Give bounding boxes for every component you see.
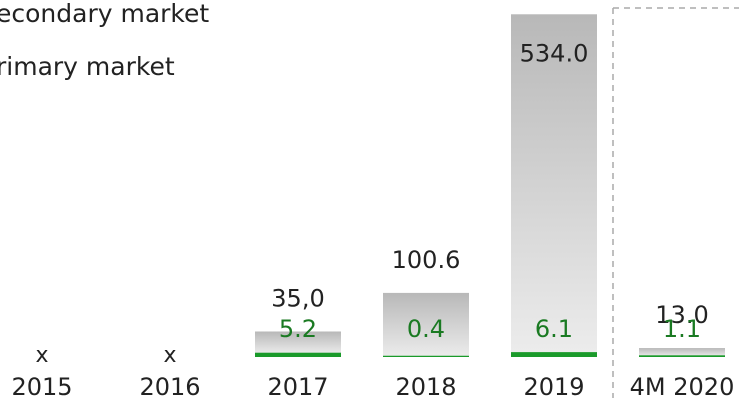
value-label: 1.1 — [663, 315, 701, 343]
bar-segment — [383, 292, 469, 357]
legend-label: rimary market — [0, 52, 175, 81]
legend-label: econdary market — [0, 0, 209, 28]
value-label: 35,0 — [271, 284, 324, 312]
value-label: 100.6 — [392, 246, 461, 274]
x-tick-label: 2017 — [267, 373, 328, 401]
x-tick-label: 2019 — [523, 373, 584, 401]
bar-segment — [639, 355, 725, 357]
x-tick-label: 2015 — [11, 373, 72, 401]
bar-segment — [255, 331, 341, 354]
bar-segment — [255, 352, 341, 357]
value-label: 6.1 — [535, 315, 573, 343]
x-tick-label: 4M 2020 — [630, 373, 735, 401]
bar-segment — [383, 355, 469, 357]
value-label: 534.0 — [520, 39, 589, 67]
value-label: x — [35, 343, 48, 368]
value-label: x — [163, 343, 176, 368]
bar-segment — [511, 352, 597, 357]
value-label: 5.2 — [279, 315, 317, 343]
x-tick-label: 2016 — [139, 373, 200, 401]
value-label: 0.4 — [407, 315, 445, 343]
value-label: 13.0 — [655, 301, 708, 329]
bar-segment — [639, 348, 725, 357]
bar-segment — [511, 14, 597, 354]
x-tick-label: 2018 — [395, 373, 456, 401]
